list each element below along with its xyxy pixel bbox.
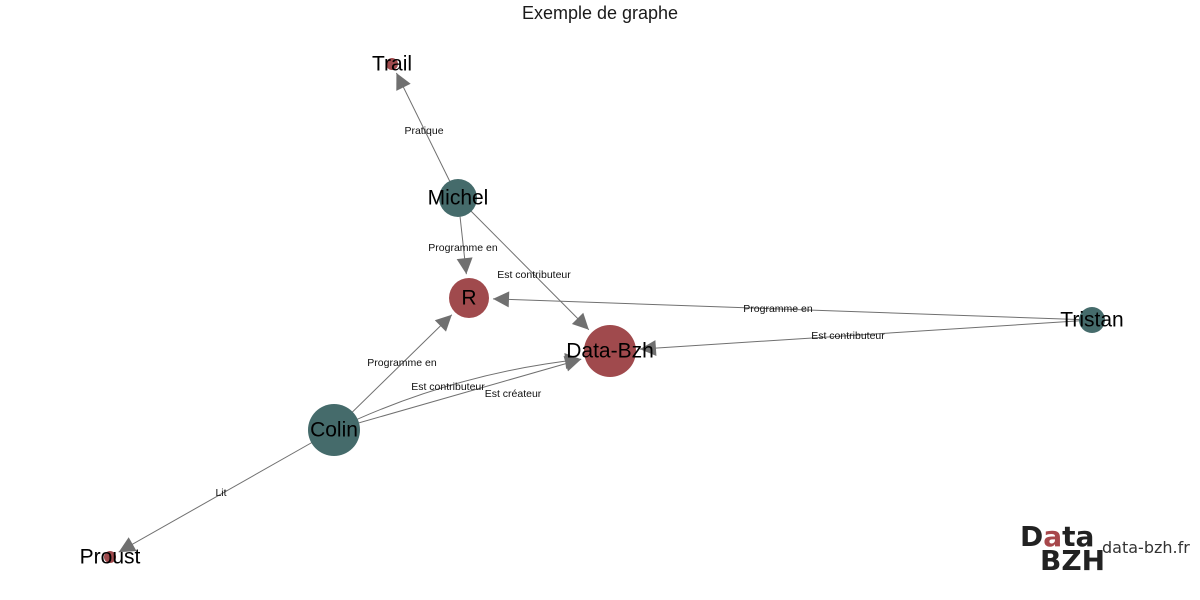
node-proust (104, 551, 116, 563)
edge-labels-layer: Pratique Programme en Est contributeur Prog… (215, 125, 885, 499)
node-databzh (584, 325, 636, 377)
edge-arrow-5 (434, 314, 452, 332)
edge-michel-databzh-2 (457, 197, 590, 331)
edge-arrow-0 (396, 72, 411, 91)
edge-label-5: Programme en (367, 357, 437, 369)
edge-label-8: Lit (215, 487, 226, 499)
node-label-r: R (461, 287, 476, 310)
node-colin (308, 404, 360, 456)
edge-label-3: Programme en (743, 303, 813, 315)
data-bzh-logo: Data BZH data-bzh.fr (1020, 520, 1192, 577)
node-r (449, 278, 489, 318)
logo-word-data: Data (1020, 520, 1095, 553)
node-michel (439, 179, 477, 217)
node-label-tristan: Tristan (1060, 309, 1123, 332)
edge-label-6: Est contributeur (411, 381, 485, 393)
edge-arrow-3 (492, 291, 510, 308)
node-label-databzh: Data-Bzh (566, 340, 654, 363)
edge-arrow-7 (563, 355, 582, 372)
edge-arrow-8 (118, 537, 137, 553)
edge-label-7: Est créateur (485, 388, 542, 400)
edge-colin-r-5 (333, 314, 453, 431)
node-labels-layer: Trail Michel R Tristan Data-Bzh Colin Proust (80, 53, 1124, 569)
edge-arrow-4 (639, 340, 657, 357)
logo-url: data-bzh.fr (1102, 538, 1190, 557)
edge-colin-proust-8 (118, 429, 335, 553)
node-tristan (1079, 307, 1105, 333)
edge-label-0: Pratique (404, 125, 443, 137)
edge-arrow-1 (456, 257, 473, 275)
edges-layer (118, 72, 1093, 553)
node-trail (386, 58, 398, 70)
edge-label-2: Est contributeur (497, 269, 571, 281)
graph-title: Exemple de graphe (521, 3, 679, 23)
node-label-trail: Trail (372, 53, 412, 76)
node-label-proust: Proust (80, 546, 141, 569)
edge-arrow-2 (571, 312, 589, 330)
edge-tristan-r-3 (492, 298, 1093, 321)
edge-label-1: Programme en (428, 242, 498, 254)
edge-colin-databzh-7 (333, 358, 582, 431)
edge-michel-trail-0 (395, 72, 459, 199)
node-label-colin: Colin (310, 419, 358, 442)
node-label-michel: Michel (428, 187, 489, 210)
edge-colin-databzh-6 (333, 358, 582, 431)
edge-label-4: Est contributeur (811, 330, 885, 342)
nodes-layer (104, 58, 1105, 563)
logo-word-bzh: BZH (1040, 544, 1106, 577)
edge-tristan-databzh-4 (639, 319, 1093, 350)
